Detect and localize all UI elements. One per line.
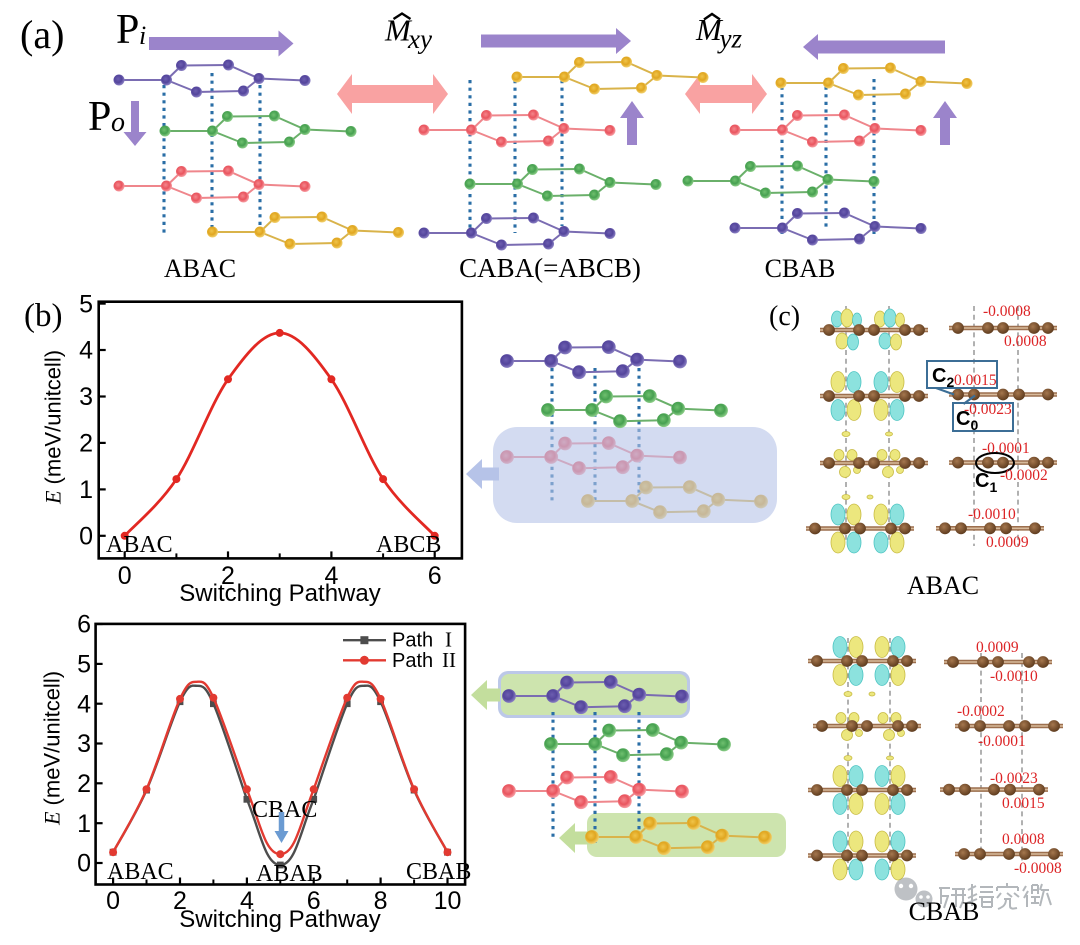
svg-text:0.0008: 0.0008: [1004, 333, 1047, 350]
svg-text:0: 0: [106, 887, 120, 915]
svg-text:I: I: [445, 628, 452, 652]
svg-text:8: 8: [374, 887, 388, 915]
svg-text:ABAC: ABAC: [107, 859, 174, 885]
svg-text:CBAB: CBAB: [909, 897, 980, 926]
svg-text:ABAB: ABAB: [256, 861, 323, 887]
svg-text:CABA(=ABCB): CABA(=ABCB): [459, 253, 641, 283]
svg-text:CBAB: CBAB: [406, 859, 471, 885]
svg-text:CBAB: CBAB: [765, 254, 836, 283]
svg-text:3: 3: [77, 730, 91, 758]
svg-text:-0.0002: -0.0002: [1000, 467, 1048, 484]
svg-text:i: i: [139, 21, 146, 50]
svg-text:3: 3: [79, 383, 93, 411]
svg-text:6: 6: [77, 611, 91, 639]
svg-text:1: 1: [77, 810, 91, 838]
svg-text:(a): (a): [20, 12, 64, 57]
svg-text:4: 4: [324, 562, 338, 590]
svg-text:4: 4: [240, 887, 254, 915]
svg-text:0.0015: 0.0015: [1002, 795, 1045, 812]
svg-text:-0.0023: -0.0023: [964, 401, 1012, 418]
svg-text:2: 2: [79, 430, 93, 458]
svg-text:Switching Pathway: Switching Pathway: [179, 906, 380, 933]
svg-text:-0.0008: -0.0008: [983, 303, 1031, 320]
svg-text:-0.0023: -0.0023: [990, 770, 1038, 787]
svg-text:o: o: [111, 107, 125, 138]
svg-text:-0.0002: -0.0002: [957, 703, 1005, 720]
svg-text:Path: Path: [392, 630, 433, 652]
svg-text:0.0015: 0.0015: [954, 372, 997, 389]
svg-text:5: 5: [77, 651, 91, 679]
svg-text:2: 2: [221, 562, 235, 590]
svg-text:E (meV/unitcell): E (meV/unitcell): [41, 350, 66, 505]
svg-text:(b): (b): [24, 298, 62, 334]
svg-text:4: 4: [77, 690, 91, 718]
svg-text:10: 10: [434, 887, 462, 915]
svg-text:0.0009: 0.0009: [976, 639, 1019, 656]
svg-text:5: 5: [79, 290, 93, 318]
svg-text:ABAC: ABAC: [164, 254, 236, 283]
svg-text:P: P: [116, 7, 139, 53]
svg-text:0: 0: [79, 523, 93, 551]
svg-text:0.0009: 0.0009: [986, 534, 1029, 551]
svg-text:ABCB: ABCB: [376, 532, 441, 558]
svg-text:(c): (c): [769, 301, 800, 332]
svg-text:II: II: [442, 648, 456, 672]
svg-text:ABAC: ABAC: [907, 571, 979, 600]
svg-text:yz: yz: [717, 24, 743, 54]
svg-text:6: 6: [307, 887, 321, 915]
svg-text:0: 0: [118, 562, 132, 590]
svg-text:P: P: [88, 94, 111, 140]
svg-text:ABAC: ABAC: [106, 532, 173, 558]
svg-text:2: 2: [77, 770, 91, 798]
svg-text:E (meV/unitcell): E (meV/unitcell): [40, 671, 65, 826]
svg-text:0: 0: [77, 850, 91, 878]
svg-text:2: 2: [173, 887, 187, 915]
svg-text:4: 4: [79, 337, 93, 365]
svg-text:-0.0010: -0.0010: [968, 506, 1016, 523]
svg-text:-0.0001: -0.0001: [978, 733, 1026, 750]
svg-text:0.0008: 0.0008: [1002, 831, 1045, 848]
svg-text:-0.0010: -0.0010: [990, 668, 1038, 685]
svg-text:Switching Pathway: Switching Pathway: [179, 580, 380, 607]
svg-text:6: 6: [428, 562, 442, 590]
svg-text:1: 1: [79, 476, 93, 504]
svg-text:xy: xy: [407, 24, 432, 54]
svg-text:Path: Path: [392, 650, 433, 672]
svg-text:-0.0008: -0.0008: [1014, 860, 1062, 877]
svg-text:CBAC: CBAC: [252, 797, 317, 823]
